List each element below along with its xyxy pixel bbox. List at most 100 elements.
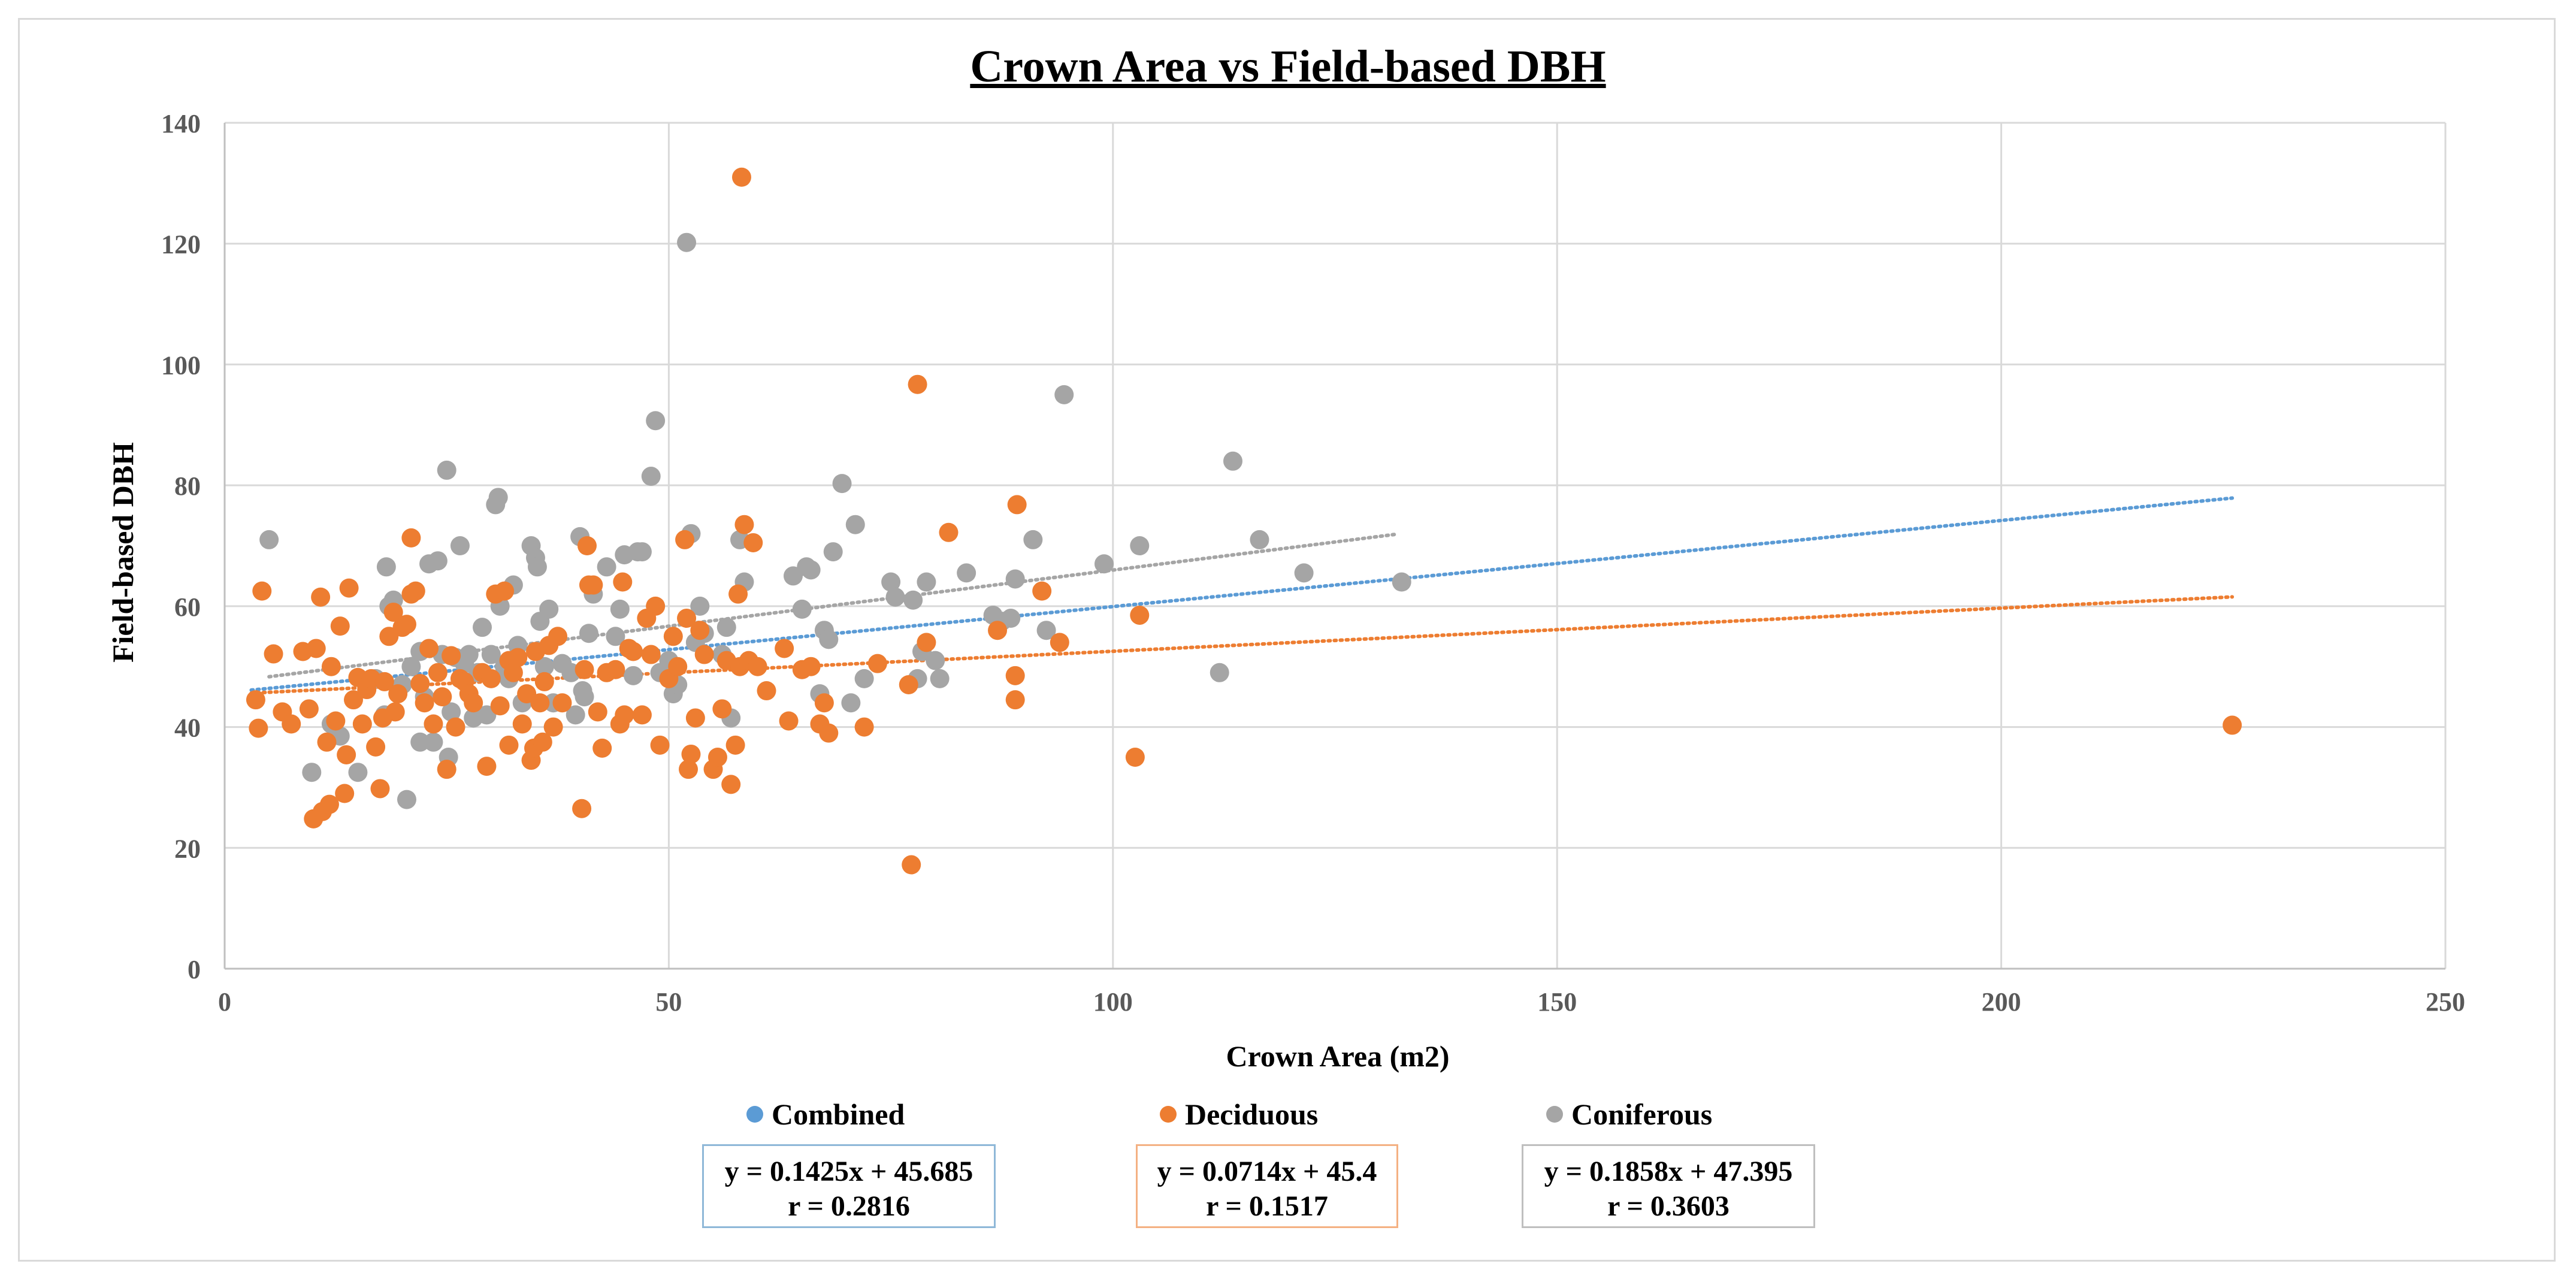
point-coniferous-31 — [481, 645, 501, 664]
point-coniferous-11 — [397, 790, 416, 809]
x-tick-label-200: 200 — [1982, 987, 2021, 1017]
point-coniferous-87 — [832, 474, 852, 494]
point-deciduous-77 — [583, 575, 603, 595]
y-tick-label-60: 60 — [174, 592, 201, 622]
point-deciduous-134 — [1032, 581, 1052, 601]
point-deciduous-113 — [743, 533, 763, 552]
point-deciduous-3 — [264, 644, 283, 664]
point-deciduous-70 — [543, 717, 563, 737]
point-deciduous-104 — [712, 699, 732, 719]
point-deciduous-67 — [533, 732, 552, 752]
point-deciduous-30 — [383, 602, 403, 622]
point-deciduous-103 — [708, 748, 727, 767]
chart-title: Crown Area vs Field-based DBH — [970, 41, 1606, 92]
point-coniferous-58 — [610, 599, 630, 619]
x-tick-label-100: 100 — [1093, 987, 1133, 1017]
legend: Combined Deciduous Coniferous — [746, 1097, 1712, 1131]
point-deciduous-119 — [801, 657, 821, 676]
point-coniferous-86 — [823, 542, 843, 562]
point-coniferous-82 — [801, 560, 821, 580]
point-coniferous-12 — [401, 657, 421, 676]
point-deciduous-36 — [401, 528, 421, 548]
point-deciduous-126 — [902, 855, 921, 875]
point-deciduous-127 — [908, 374, 927, 394]
point-deciduous-91 — [650, 735, 670, 755]
point-deciduous-9 — [306, 639, 326, 658]
legend-label-combined: Combined — [772, 1097, 905, 1131]
point-deciduous-42 — [428, 663, 448, 682]
point-coniferous-50 — [566, 705, 585, 725]
point-coniferous-45 — [534, 657, 554, 676]
point-coniferous-113 — [1392, 572, 1411, 592]
point-deciduous-135 — [1050, 633, 1069, 652]
point-deciduous-31 — [385, 702, 405, 722]
point-coniferous-97 — [926, 651, 945, 670]
y-tick-label-40: 40 — [174, 713, 201, 743]
point-coniferous-17 — [424, 732, 443, 752]
point-deciduous-74 — [575, 660, 594, 679]
point-deciduous-53 — [481, 669, 501, 688]
point-deciduous-93 — [663, 627, 683, 646]
gridlines — [225, 122, 2447, 969]
point-deciduous-13 — [319, 794, 339, 814]
point-deciduous-130 — [988, 621, 1008, 640]
point-deciduous-14 — [321, 657, 341, 676]
point-coniferous-4 — [348, 763, 368, 782]
y-tick-label-0: 0 — [188, 955, 201, 984]
point-deciduous-41 — [424, 714, 443, 734]
point-coniferous-99 — [957, 563, 976, 583]
point-deciduous-136 — [1125, 748, 1145, 767]
point-deciduous-45 — [442, 646, 461, 666]
point-deciduous-18 — [337, 745, 356, 764]
point-deciduous-138 — [2223, 715, 2242, 735]
point-deciduous-124 — [867, 654, 887, 673]
point-coniferous-110 — [1223, 451, 1242, 471]
equation-box-combined: y = 0.1425x + 45.685 r = 0.2816 — [702, 1144, 996, 1228]
point-deciduous-25 — [366, 737, 386, 757]
point-deciduous-61 — [512, 714, 532, 734]
point-coniferous-106 — [1054, 385, 1074, 404]
point-coniferous-26 — [459, 645, 479, 664]
point-deciduous-72 — [552, 693, 572, 713]
point-deciduous-2 — [252, 581, 272, 601]
point-deciduous-97 — [679, 760, 699, 779]
point-coniferous-104 — [1023, 530, 1043, 549]
point-coniferous-107 — [1094, 554, 1114, 574]
point-coniferous-63 — [641, 467, 661, 486]
point-deciduous-60 — [508, 648, 528, 667]
point-deciduous-66 — [530, 693, 550, 713]
point-coniferous-103 — [1005, 569, 1025, 589]
r-value-combined: r = 0.2816 — [788, 1190, 910, 1222]
point-deciduous-43 — [433, 687, 452, 707]
point-deciduous-38 — [410, 673, 430, 693]
point-deciduous-100 — [690, 621, 710, 640]
point-coniferous-60 — [624, 666, 643, 685]
equation-combined: y = 0.1425x + 45.685 — [724, 1156, 973, 1187]
point-deciduous-122 — [819, 723, 839, 743]
point-coniferous-14 — [410, 732, 430, 752]
point-deciduous-75 — [577, 536, 597, 555]
point-coniferous-18 — [428, 551, 448, 571]
point-deciduous-121 — [814, 693, 834, 713]
point-deciduous-37 — [406, 581, 425, 601]
point-deciduous-87 — [632, 705, 652, 725]
point-coniferous-54 — [579, 624, 598, 643]
point-deciduous-32 — [388, 684, 408, 704]
point-deciduous-59 — [503, 663, 523, 682]
point-coniferous-57 — [606, 627, 625, 646]
data-points — [246, 167, 2242, 875]
point-coniferous-7 — [376, 557, 396, 577]
point-deciduous-34 — [397, 615, 416, 634]
point-coniferous-0 — [259, 530, 279, 549]
point-deciduous-107 — [725, 735, 745, 755]
point-coniferous-85 — [819, 630, 839, 649]
equation-coniferous: y = 0.1858x + 47.395 — [1544, 1156, 1793, 1187]
point-coniferous-75 — [716, 618, 736, 637]
point-deciduous-16 — [330, 616, 350, 636]
point-deciduous-132 — [1005, 690, 1025, 710]
point-deciduous-101 — [694, 645, 714, 664]
point-deciduous-50 — [464, 693, 483, 713]
point-deciduous-52 — [477, 757, 497, 776]
point-deciduous-123 — [854, 717, 874, 737]
